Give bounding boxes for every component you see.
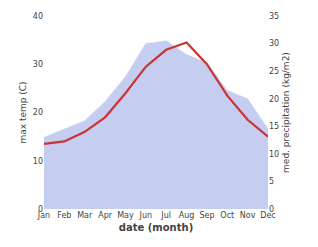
svg-text:Apr: Apr <box>98 211 113 220</box>
svg-text:Oct: Oct <box>220 211 234 220</box>
svg-text:20: 20 <box>269 95 279 104</box>
svg-text:10: 10 <box>33 157 43 166</box>
svg-text:Aug: Aug <box>179 211 195 220</box>
svg-text:Jun: Jun <box>139 211 153 220</box>
svg-text:Mar: Mar <box>77 211 93 220</box>
svg-text:30: 30 <box>269 39 279 48</box>
svg-text:med. precipitation (kg/m2): med. precipitation (kg/m2) <box>281 52 291 173</box>
svg-text:0: 0 <box>38 205 43 214</box>
svg-text:Nov: Nov <box>240 211 256 220</box>
svg-text:Jul: Jul <box>160 211 171 220</box>
svg-text:5: 5 <box>269 177 274 186</box>
svg-text:Feb: Feb <box>57 211 71 220</box>
svg-text:Dec: Dec <box>260 211 275 220</box>
svg-text:40: 40 <box>33 12 43 21</box>
svg-text:20: 20 <box>33 108 43 117</box>
svg-text:max temp (C): max temp (C) <box>18 81 28 143</box>
svg-text:Sep: Sep <box>199 211 214 220</box>
svg-text:35: 35 <box>269 12 279 21</box>
svg-text:0: 0 <box>269 205 274 214</box>
svg-text:30: 30 <box>33 60 43 69</box>
svg-text:15: 15 <box>269 122 279 131</box>
svg-text:25: 25 <box>269 67 279 76</box>
svg-text:10: 10 <box>269 150 279 159</box>
svg-text:date (month): date (month) <box>119 222 193 233</box>
svg-text:Jan: Jan <box>37 211 50 220</box>
svg-text:May: May <box>117 211 134 220</box>
